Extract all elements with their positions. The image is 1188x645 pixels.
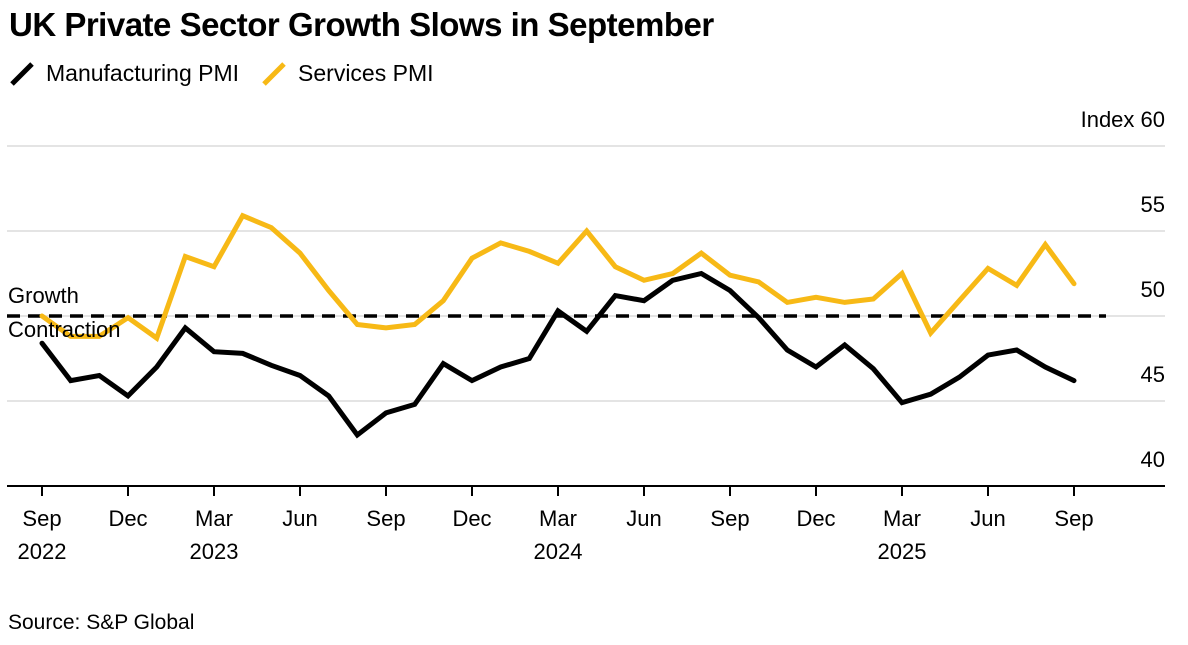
chart-title: UK Private Sector Growth Slows in Septem… bbox=[9, 6, 714, 43]
y-tick-label: 40 bbox=[1140, 447, 1165, 472]
legend-label-manufacturing: Manufacturing PMI bbox=[46, 60, 240, 86]
x-tick-label: Dec bbox=[796, 506, 836, 531]
growth-threshold-label: Growth bbox=[8, 283, 79, 308]
contraction-threshold-label: Contraction bbox=[8, 317, 121, 342]
services-line-icon bbox=[262, 61, 286, 86]
x-tick-label: Jun bbox=[626, 506, 662, 531]
legend-item-services: Services PMI bbox=[261, 60, 434, 87]
y-tick-label: 55 bbox=[1140, 192, 1165, 217]
x-tick-label: Sep bbox=[22, 506, 62, 531]
x-tick-label: Mar bbox=[195, 506, 233, 531]
x-tick-label: Sep bbox=[710, 506, 750, 531]
x-tick-label: Jun bbox=[282, 506, 318, 531]
x-tick-year-label: 2022 bbox=[17, 539, 67, 564]
x-tick-label: Dec bbox=[108, 506, 148, 531]
legend: Manufacturing PMI Services PMI bbox=[9, 60, 434, 87]
services-pmi-line bbox=[39, 212, 1077, 343]
manufacturing-pmi-line bbox=[39, 270, 1077, 439]
x-tick-year-label: 2025 bbox=[877, 539, 927, 564]
source-credit: Source: S&P Global bbox=[8, 611, 195, 634]
x-tick-label: Sep bbox=[1054, 506, 1094, 531]
x-tick-label: Jun bbox=[970, 506, 1006, 531]
y-tick-label: 50 bbox=[1140, 277, 1165, 302]
manufacturing-line-icon bbox=[10, 61, 34, 86]
legend-item-manufacturing: Manufacturing PMI bbox=[9, 60, 239, 87]
legend-label-services: Services PMI bbox=[298, 60, 434, 86]
x-tick-label: Mar bbox=[883, 506, 921, 531]
x-tick-label: Sep bbox=[366, 506, 406, 531]
x-tick-label: Mar bbox=[539, 506, 577, 531]
x-tick-label: Dec bbox=[452, 506, 492, 531]
y-tick-label: 45 bbox=[1140, 362, 1165, 387]
y-axis-unit-label: Index 60 bbox=[1080, 107, 1165, 132]
x-tick-year-label: 2023 bbox=[189, 539, 239, 564]
x-tick-year-label: 2024 bbox=[533, 539, 583, 564]
